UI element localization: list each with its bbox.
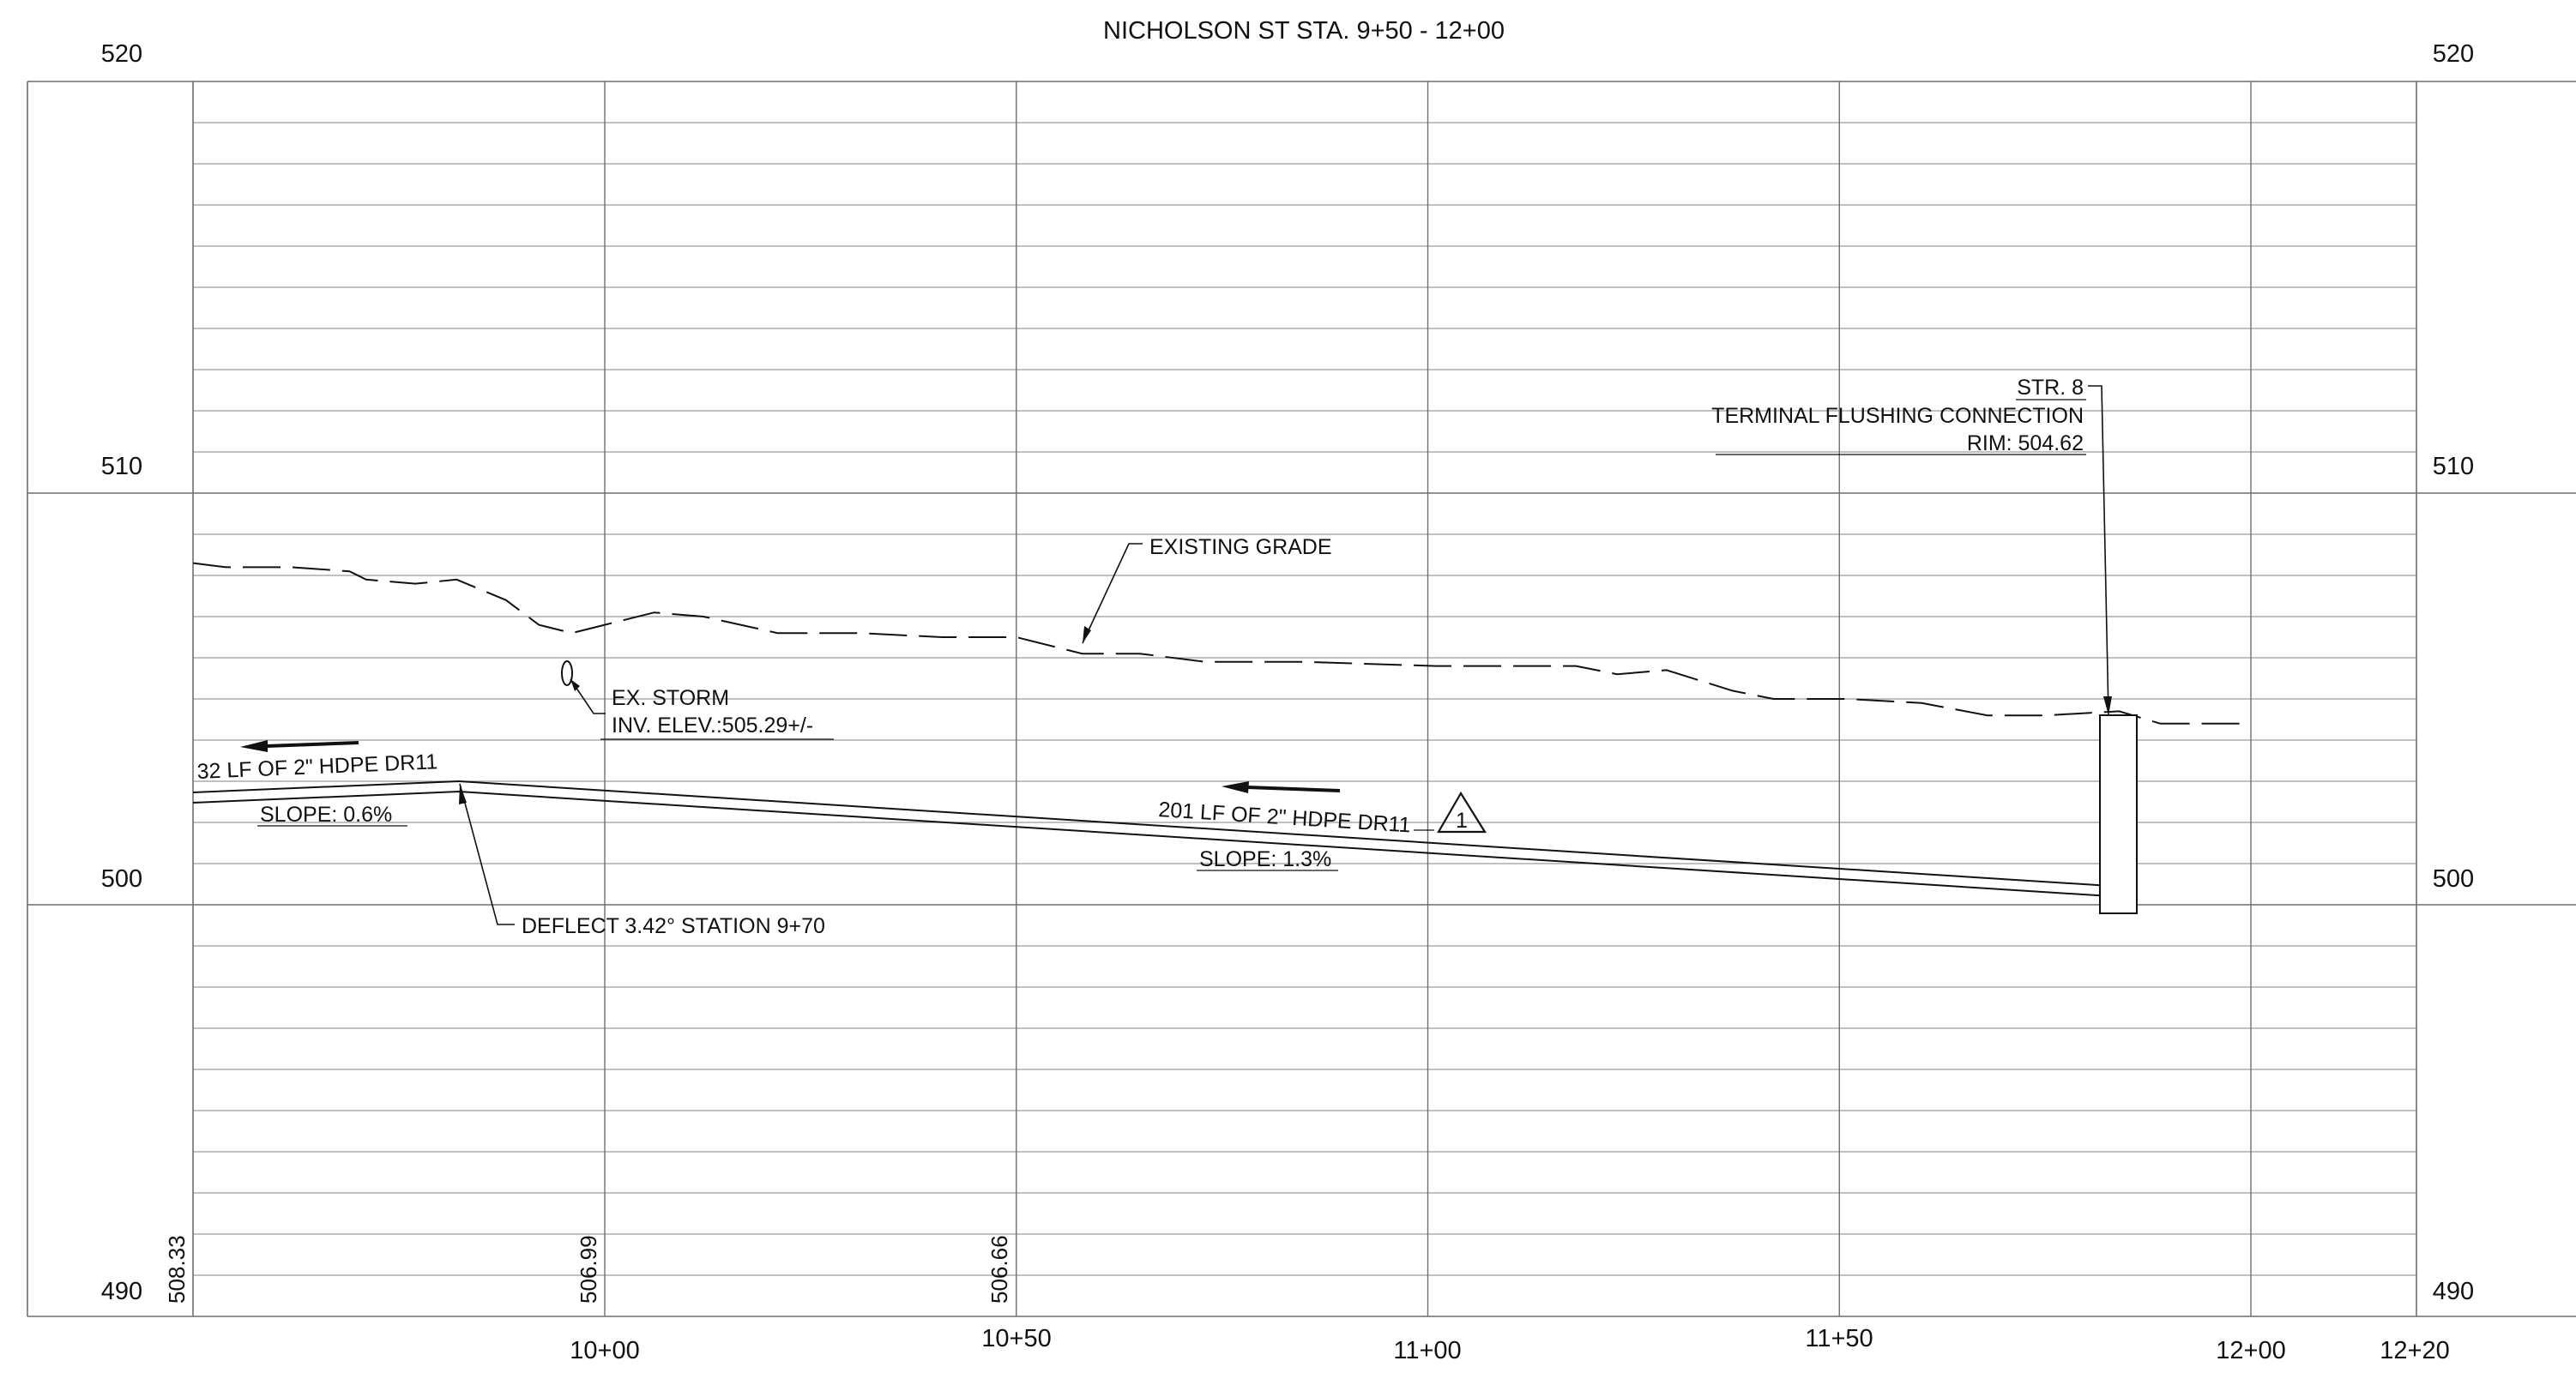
deflection-callout: DEFLECT 3.42° STATION 9+70	[459, 783, 825, 938]
station-label: 10+00	[570, 1337, 639, 1364]
structure-8: STR. 8 TERMINAL FLUSHING CONNECTION RIM:…	[1711, 376, 2138, 914]
elevation-label: 490	[101, 1278, 142, 1305]
storm-invert-label: INV. ELEV.:505.29+/-	[612, 714, 813, 738]
pipe-slope-label: SLOPE: 1.3%	[1199, 847, 1331, 871]
elevation-label: 510	[101, 453, 142, 480]
profile-title: NICHOLSON ST STA. 9+50 - 12+00	[1103, 17, 1505, 45]
station-label: 11+00	[1393, 1337, 1461, 1364]
existing-storm-callout: EX. STORM INV. ELEV.:505.29+/-	[561, 660, 834, 740]
structure-rim-elevation: RIM: 504.62	[1967, 431, 2084, 455]
grade-readout: 508.33	[164, 1235, 190, 1304]
storm-pipe-symbol	[561, 660, 573, 686]
elevation-label: 500	[101, 865, 142, 893]
existing-grade-line	[193, 562, 2251, 725]
flow-arrow	[240, 740, 359, 752]
pipe-slope-label: SLOPE: 0.6%	[260, 803, 392, 827]
grade-readout: 506.99	[576, 1235, 601, 1304]
station-label: 12+20	[2380, 1337, 2449, 1364]
station-label: 12+00	[2216, 1337, 2285, 1364]
elevation-scale-left: 520 510 500 490	[101, 40, 142, 1305]
structure-name: STR. 8	[2017, 376, 2084, 400]
elevation-label: 520	[101, 40, 142, 68]
station-scale: 10+00 10+50 11+00 11+50 12+00 12+20	[570, 1325, 2449, 1364]
existing-grade-label: EXISTING GRADE	[1149, 535, 1332, 559]
station-label: 11+50	[1805, 1325, 1873, 1352]
existing-grade-callout: EXISTING GRADE	[1082, 535, 1332, 644]
storm-label: EX. STORM	[612, 686, 729, 710]
revision-tag: 1	[1456, 809, 1468, 833]
elevation-label: 490	[2433, 1278, 2474, 1305]
pipe-length-label: 32 LF OF 2" HDPE DR11	[196, 750, 438, 784]
water-main-pipe	[192, 780, 2111, 897]
grade-readouts: 508.33 506.99 506.66	[164, 1235, 1012, 1304]
pipe-length-label: 201 LF OF 2" HDPE DR11	[1158, 798, 1412, 837]
grade-readout: 506.66	[986, 1235, 1012, 1304]
elevation-label: 510	[2433, 453, 2474, 480]
deflection-label: DEFLECT 3.42° STATION 9+70	[522, 914, 825, 938]
revision-triangle-icon: 1	[1437, 791, 1487, 834]
elevation-label: 500	[2433, 865, 2474, 893]
flow-arrow	[1222, 781, 1341, 793]
flushing-structure-symbol	[2099, 714, 2138, 914]
structure-description: TERMINAL FLUSHING CONNECTION	[1711, 404, 2084, 428]
elevation-label: 520	[2433, 40, 2474, 68]
elevation-scale-right: 520 510 500 490	[2433, 40, 2474, 1305]
pipe-segment-1: 32 LF OF 2" HDPE DR11 SLOPE: 0.6%	[196, 750, 438, 827]
profile-grid	[27, 81, 2576, 1317]
station-label: 10+50	[981, 1325, 1051, 1352]
